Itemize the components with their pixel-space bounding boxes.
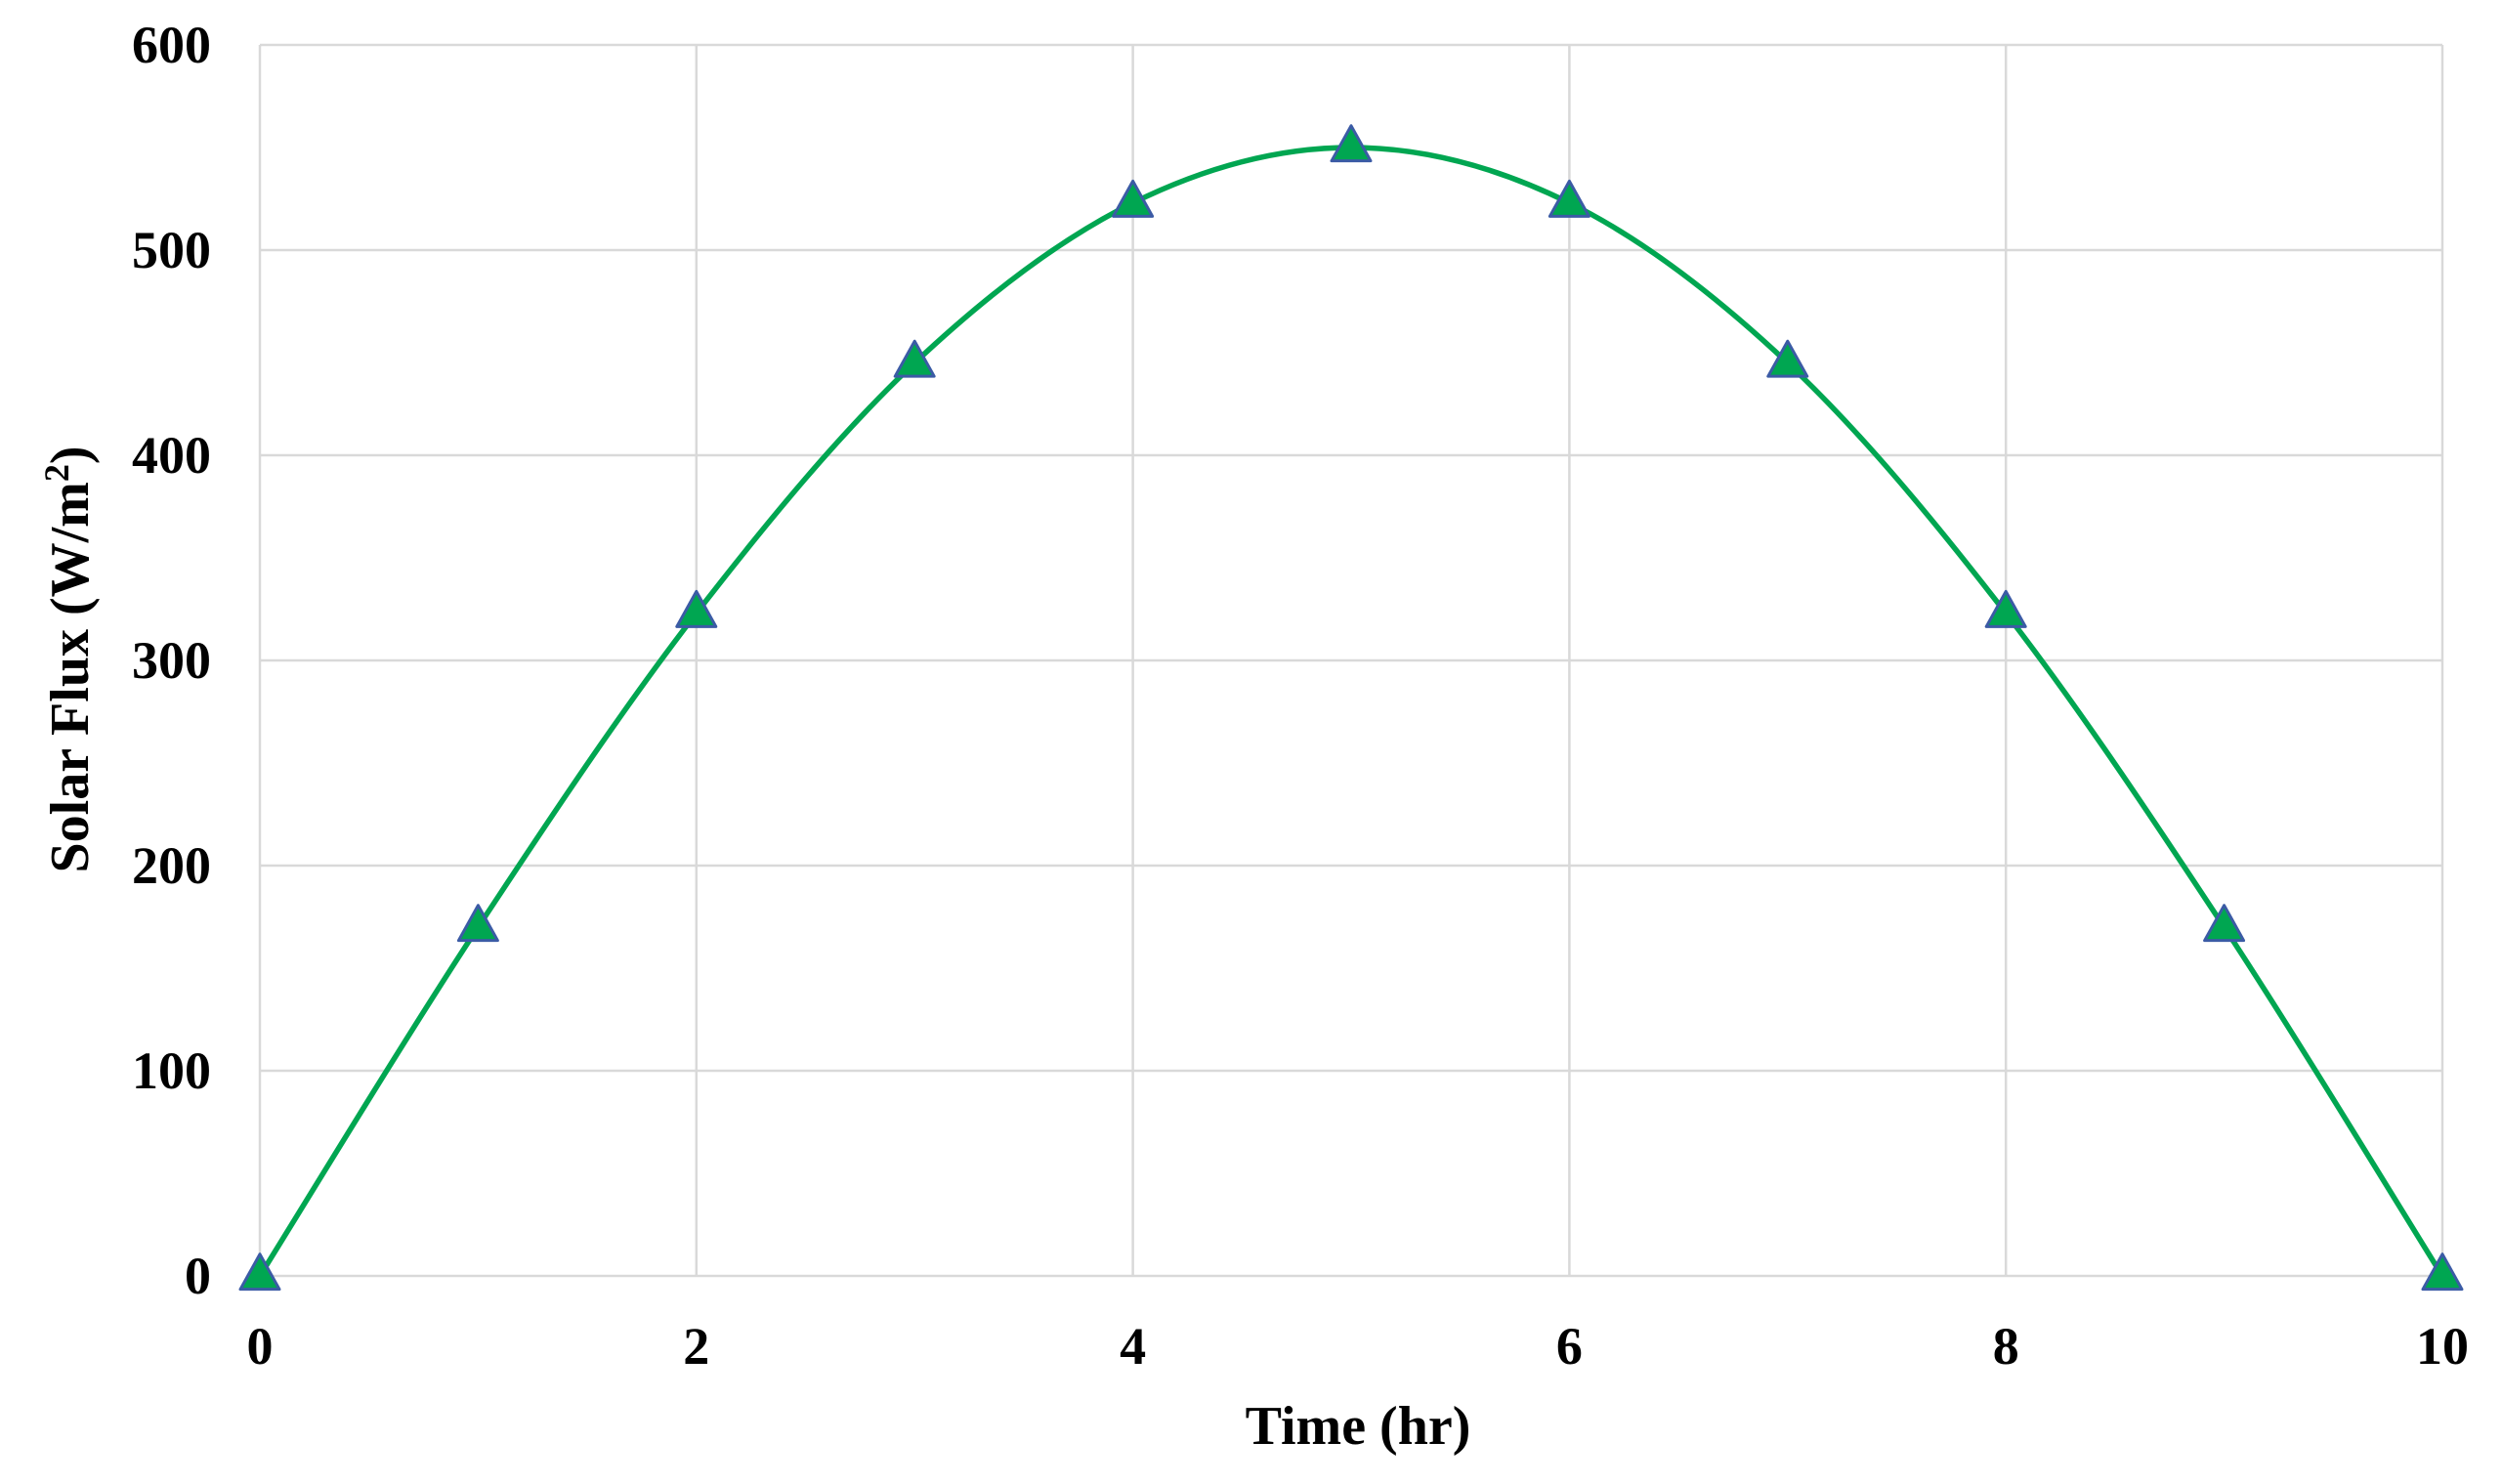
x-tick-label: 2	[683, 1317, 709, 1376]
series-line	[257, 145, 2445, 1279]
x-tick-label: 8	[1993, 1317, 2019, 1376]
x-tick-label: 6	[1556, 1317, 1583, 1376]
data-point-marker	[675, 589, 718, 628]
data-point-marker	[1112, 179, 1155, 218]
grid	[258, 43, 2444, 1278]
y-tick-label: 600	[132, 16, 211, 74]
y-tick-label: 300	[132, 631, 211, 690]
y-axis-title-main: Solar Flux (W/m	[40, 482, 101, 872]
y-axis-tick-labels: 0 100 200 300 400 500 600	[132, 16, 211, 1305]
y-axis-title: Solar Flux (W/m2)	[37, 446, 101, 873]
x-tick-label: 0	[247, 1317, 274, 1376]
data-point-marker	[1330, 124, 1373, 163]
series-markers	[238, 124, 2464, 1292]
data-point-marker	[2421, 1252, 2464, 1292]
data-point-marker	[893, 339, 936, 378]
y-axis-title-superscript: 2	[37, 464, 76, 482]
x-tick-label: 10	[2416, 1317, 2469, 1376]
y-tick-label: 400	[132, 426, 211, 485]
y-tick-label: 500	[132, 221, 211, 279]
data-point-marker	[456, 904, 499, 943]
y-tick-label: 0	[185, 1247, 211, 1305]
x-axis-title: Time (hr)	[1246, 1396, 1471, 1457]
y-tick-label: 100	[132, 1041, 211, 1100]
data-point-marker	[238, 1252, 281, 1292]
data-point-marker	[1547, 179, 1590, 218]
data-point-marker	[2203, 904, 2246, 943]
x-axis-tick-labels: 0 2 4 6 8 10	[247, 1317, 2470, 1376]
x-tick-label: 4	[1120, 1317, 1146, 1376]
y-axis-title-end: )	[40, 446, 101, 465]
y-tick-label: 200	[132, 836, 211, 895]
data-point-marker	[1984, 589, 2027, 628]
data-point-marker	[1766, 339, 1809, 378]
